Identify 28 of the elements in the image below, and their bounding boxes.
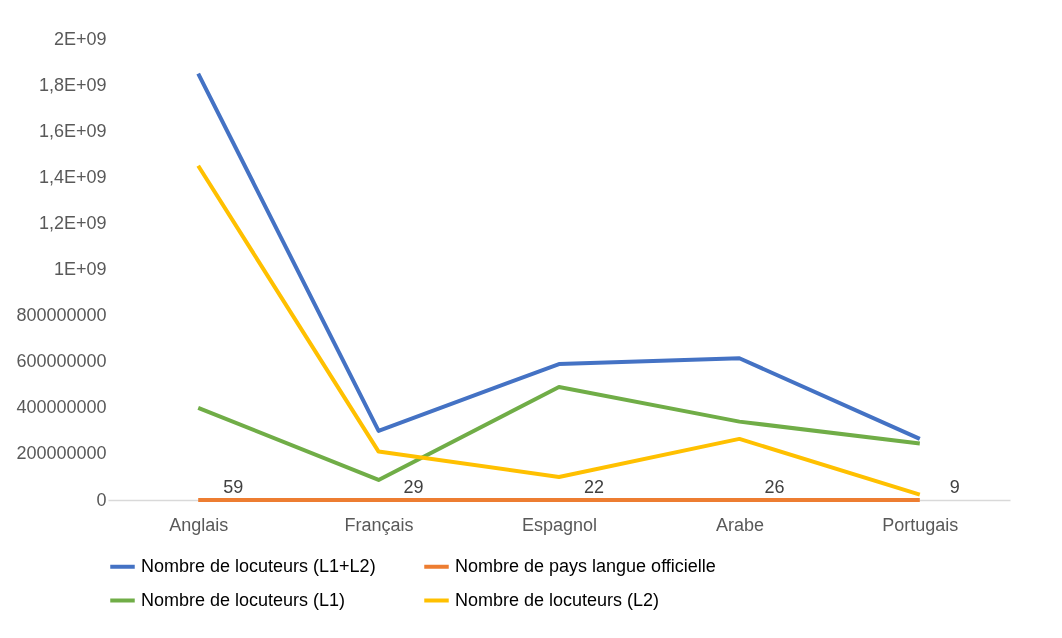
data-label: 26 (764, 477, 785, 497)
y-tick-label: 2E+09 (53, 28, 107, 49)
y-tick-label: 1,6E+09 (38, 120, 107, 141)
y-tick-label: 1,8E+09 (38, 74, 107, 95)
y-tick-label: 1E+09 (53, 259, 107, 279)
x-tick-label: Portugais (882, 514, 959, 535)
legend-label: Nombre de pays langue officielle (455, 555, 716, 576)
legend-label: Nombre de locuteurs (L2) (455, 589, 660, 610)
y-tick-label: 600000000 (16, 351, 107, 372)
x-tick-label: Espagnol (521, 514, 598, 535)
x-tick-label: Anglais (169, 514, 229, 535)
y-tick-label: 200000000 (16, 443, 107, 464)
legend-label: Nombre de locuteurs (L1+L2) (141, 555, 376, 576)
x-tick-label: Français (344, 514, 414, 535)
line-series (196, 163, 922, 497)
y-tick-label: 1,2E+09 (38, 212, 107, 233)
y-tick-label: 400000000 (16, 397, 107, 418)
y-tick-label: 800000000 (16, 305, 107, 326)
data-label: 59 (223, 477, 244, 497)
data-label: 9 (949, 477, 960, 497)
data-label: 29 (403, 477, 424, 497)
data-label: 22 (583, 477, 605, 497)
legend-label: Nombre de locuteurs (L1) (141, 589, 346, 610)
y-tick-label: 0 (96, 489, 107, 510)
x-tick-label: Arabe (715, 514, 764, 535)
line-series (196, 385, 922, 482)
line-series (196, 71, 922, 441)
y-tick-label: 1,4E+09 (38, 166, 107, 187)
